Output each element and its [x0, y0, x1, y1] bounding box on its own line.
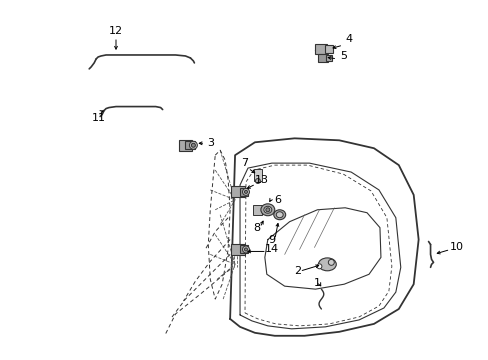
Bar — [325, 55, 332, 61]
Ellipse shape — [327, 260, 334, 265]
Text: 12: 12 — [109, 26, 123, 36]
Ellipse shape — [264, 206, 271, 213]
Text: 2: 2 — [293, 266, 301, 276]
Bar — [253, 205, 262, 215]
Text: 11: 11 — [92, 113, 106, 123]
Ellipse shape — [242, 188, 249, 195]
Bar — [318, 54, 327, 62]
Text: 4: 4 — [345, 34, 352, 44]
Ellipse shape — [255, 179, 260, 184]
Bar — [325, 45, 333, 53]
Ellipse shape — [189, 141, 197, 149]
Text: 3: 3 — [206, 138, 213, 148]
Text: 6: 6 — [274, 195, 281, 205]
Bar — [231, 186, 244, 197]
Text: 13: 13 — [254, 175, 268, 185]
Ellipse shape — [273, 210, 285, 220]
Bar — [178, 140, 192, 151]
Text: 7: 7 — [241, 158, 248, 168]
Bar — [315, 44, 326, 54]
Bar — [240, 188, 247, 196]
Text: 1: 1 — [313, 278, 320, 288]
Text: 8: 8 — [253, 222, 260, 233]
Ellipse shape — [276, 212, 283, 218]
Ellipse shape — [191, 143, 195, 147]
Text: 10: 10 — [448, 243, 463, 252]
Bar — [240, 246, 247, 253]
Ellipse shape — [242, 246, 249, 253]
Text: 14: 14 — [264, 244, 278, 255]
Ellipse shape — [244, 248, 247, 251]
Ellipse shape — [244, 190, 247, 193]
Ellipse shape — [265, 208, 269, 212]
Text: 9: 9 — [268, 234, 275, 244]
Bar — [253, 169, 262, 181]
Ellipse shape — [260, 204, 274, 216]
Text: 5: 5 — [339, 51, 346, 61]
Ellipse shape — [316, 264, 321, 269]
Ellipse shape — [318, 258, 336, 271]
Bar — [231, 244, 244, 255]
Bar — [185, 141, 195, 149]
